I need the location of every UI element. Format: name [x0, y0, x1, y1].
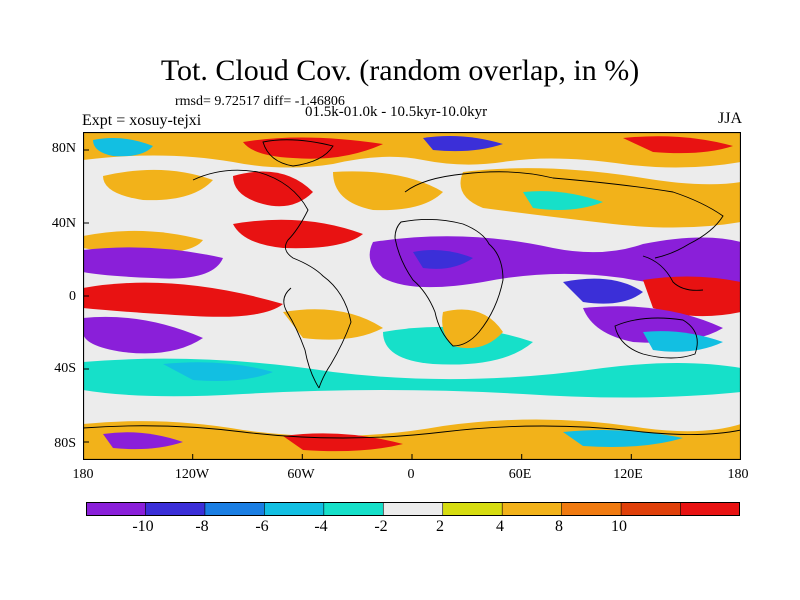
arctic-negative-patch-2	[423, 136, 503, 152]
eurasia-positive	[460, 168, 741, 228]
colorbar-label: -4	[314, 518, 328, 535]
experiment-label: Expt = xosuy-tejxi	[82, 112, 202, 129]
arctic-positive-band	[83, 132, 741, 168]
atlantic-positive-streak	[233, 219, 363, 249]
period-label: 01.5k-01.0k - 10.5kyr-10.0kyr	[305, 104, 488, 120]
colorbar-cell	[680, 502, 740, 516]
lat-label-40s: 40S	[54, 361, 76, 376]
lon-label-120w: 120W	[174, 467, 210, 482]
colorbar-label: 2	[436, 518, 444, 535]
tropical-pacific-positive-streak	[83, 282, 283, 317]
tropical-pacific-negative-west	[83, 247, 223, 279]
eurasia-coastline	[404, 171, 724, 259]
south-america-positive	[283, 309, 383, 340]
lat-label-0: 0	[69, 289, 76, 304]
cloud-cover-difference-map	[83, 132, 741, 460]
lon-label-0: 0	[407, 467, 415, 482]
colorbar-label: -6	[255, 518, 269, 535]
colorbar-cell	[86, 502, 147, 516]
lat-label-80n: 80N	[51, 141, 76, 156]
antarctic-positive-band	[83, 419, 741, 460]
lon-label-60w: 60W	[287, 467, 315, 482]
south-america-west-coast	[283, 287, 320, 389]
tropical-africa-asia-negative	[369, 236, 741, 288]
colorbar-cell	[620, 502, 682, 516]
colorbar-label: 10	[611, 518, 627, 535]
colorbar-cell	[204, 502, 266, 516]
west-pacific-positive	[643, 276, 741, 317]
lon-label-120e: 120E	[613, 467, 643, 482]
colorbar-label: 4	[496, 518, 504, 535]
colorbar-cell	[382, 502, 444, 516]
antarctic-negative-patch	[103, 432, 183, 450]
southern-ocean-negative-core	[163, 362, 273, 381]
coastlines	[83, 139, 741, 439]
npacific-positive	[103, 169, 213, 201]
colorbar-cell	[323, 502, 385, 516]
central-asia-negative	[523, 191, 603, 210]
americas-coastline	[192, 169, 352, 389]
lon-label-180w: 180	[72, 467, 94, 482]
antarctica-coastline	[83, 425, 741, 439]
arctic-positive-patch-east	[623, 136, 733, 154]
greenland-coastline	[262, 139, 334, 167]
colorbar-label: -8	[195, 518, 209, 535]
colorbar-frame	[86, 502, 740, 516]
colorbar-cell	[561, 502, 622, 516]
map-title: Tot. Cloud Cov. (random overlap, in %)	[160, 54, 640, 87]
stats-line: rmsd= 9.72517 diff= -1.46806	[175, 94, 345, 109]
colorbar-cell	[442, 502, 503, 516]
colorbar-label: 8	[555, 518, 563, 535]
arctic-negative-patch	[93, 138, 153, 157]
southeast-asia-coastline	[642, 255, 704, 291]
map-ticks	[83, 149, 632, 460]
colorbar	[86, 502, 740, 516]
africa-coastline	[394, 219, 504, 347]
south-pacific-negative	[83, 316, 203, 354]
lat-label-40n: 40N	[51, 216, 76, 231]
lat-label-80s: 80S	[54, 436, 76, 451]
colorbar-cell	[501, 502, 563, 516]
natlantic-positive	[333, 171, 443, 211]
lon-label-60e: 60E	[508, 467, 532, 482]
australia-negative	[643, 331, 723, 352]
season-label: JJA	[717, 110, 742, 127]
lon-label-180e: 180	[727, 467, 749, 482]
colorbar-label: -2	[374, 518, 388, 535]
colorbar-label: -10	[132, 518, 154, 535]
australia-coastline	[614, 317, 698, 359]
antarctic-negative-patch-east	[563, 430, 683, 447]
north-america-positive	[233, 171, 313, 207]
greenland-positive-patch	[243, 137, 383, 159]
africa-negative-core	[413, 250, 473, 269]
colorbar-cell	[264, 502, 325, 516]
maritime-continent-negative	[563, 278, 643, 304]
colorbar-cell	[145, 502, 206, 516]
